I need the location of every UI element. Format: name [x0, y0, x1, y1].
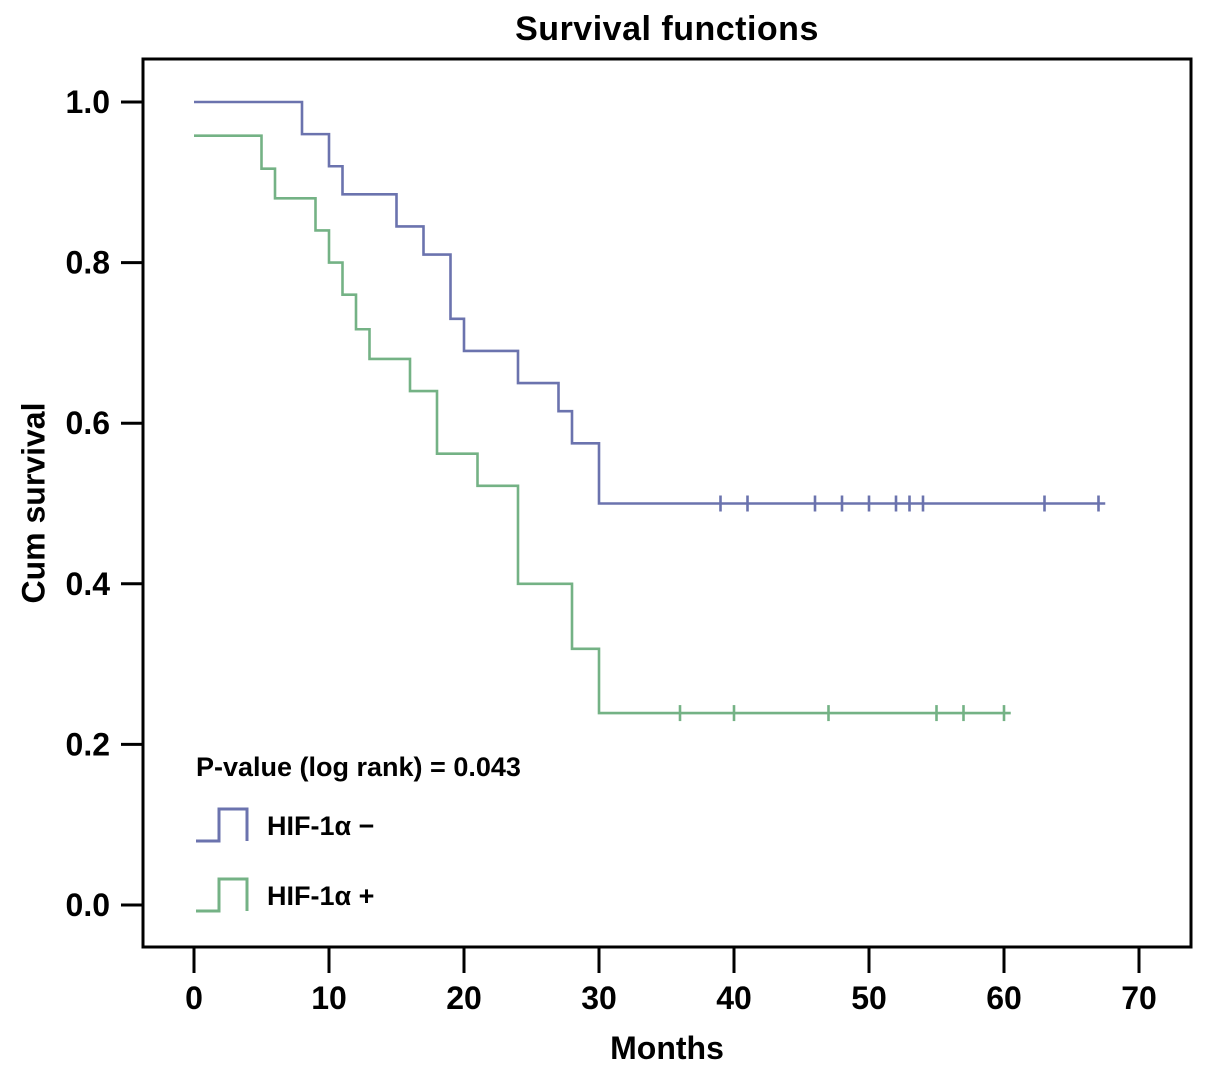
- survival-curve-hif-negative: [194, 100, 1106, 512]
- legend-item-hif-negative: HIF-1α −: [195, 804, 374, 848]
- y-tick-label: 0.4: [66, 566, 111, 602]
- x-tick-label: 50: [851, 980, 887, 1016]
- y-tick-label: 0.0: [66, 887, 110, 923]
- step-line-hif-positive: [194, 134, 1011, 715]
- y-tick-label: 0.8: [66, 245, 110, 281]
- x-tick-label: 70: [1121, 980, 1157, 1016]
- x-tick-label: 30: [581, 980, 617, 1016]
- step-curve-icon: [196, 877, 249, 913]
- step-curve-icon: [196, 807, 249, 843]
- x-axis-ticks: 0 10 20 30 40 50 60 70: [185, 947, 1157, 1016]
- x-tick-label: 40: [716, 980, 752, 1016]
- chart-title: Survival functions: [515, 10, 819, 48]
- x-tick-label: 60: [986, 980, 1022, 1016]
- x-tick-label: 0: [185, 980, 203, 1016]
- step-curve-icon-path: [196, 807, 249, 843]
- legend: HIF-1α − HIF-1α +: [195, 804, 374, 944]
- y-axis-ticks: 0.0 0.2 0.4 0.6 0.8 1.0: [66, 84, 143, 923]
- legend-label-hif-positive: HIF-1α +: [267, 880, 375, 911]
- p-value-annotation: P-value (log rank) = 0.043: [196, 752, 521, 782]
- step-line-hif-negative: [194, 100, 1106, 505]
- x-tick-label: 20: [446, 980, 482, 1016]
- y-tick-label: 1.0: [66, 84, 110, 120]
- x-axis-label: Months: [610, 1030, 724, 1066]
- y-axis-label: Cum survival: [15, 402, 52, 604]
- y-tick-label: 0.6: [66, 405, 110, 441]
- survival-curve-hif-positive: [194, 134, 1011, 722]
- legend-label-hif-negative: HIF-1α −: [267, 810, 375, 841]
- legend-item-hif-positive: HIF-1α +: [195, 874, 374, 918]
- y-tick-label: 0.2: [66, 726, 110, 762]
- step-curve-icon-path: [196, 877, 249, 913]
- x-tick-label: 10: [311, 980, 347, 1016]
- plot-frame: [141, 57, 1193, 949]
